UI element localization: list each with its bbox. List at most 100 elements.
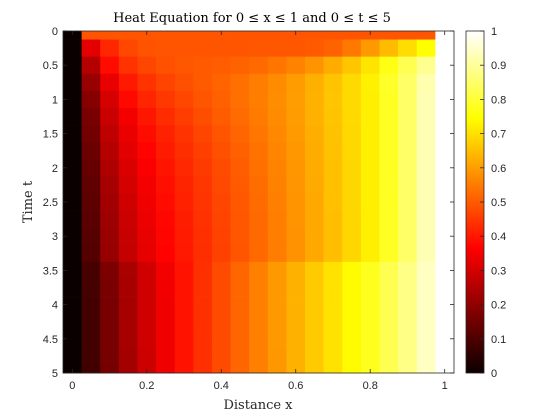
heatmap-cell: [323, 73, 343, 92]
heatmap-cell: [267, 39, 287, 57]
heatmap-cell: [249, 39, 269, 57]
heatmap-cell: [81, 142, 101, 160]
heatmap-cell: [398, 227, 418, 246]
heatmap-cell: [118, 244, 138, 263]
heatmap-cell: [118, 125, 138, 143]
heatmap-cell: [100, 73, 120, 92]
heatmap-cell: [118, 56, 138, 75]
heatmap-cell: [305, 313, 325, 331]
heatmap-cell: [156, 176, 176, 194]
heatmap-cell: [416, 244, 436, 263]
heatmap-cell: [174, 159, 194, 177]
heatmap-cell: [360, 261, 380, 280]
heatmap-cell: [81, 278, 101, 297]
x-tick-label: 0.8: [363, 380, 378, 392]
heatmap-cell: [193, 313, 213, 331]
heatmap-cell: [305, 142, 325, 160]
heatmap-cell: [230, 39, 250, 57]
heatmap-cell: [63, 193, 82, 211]
heatmap-cell: [211, 176, 231, 194]
heatmap-cell: [100, 107, 120, 126]
heatmap-cell: [81, 73, 101, 92]
heatmap-cell: [81, 125, 101, 143]
heatmap-cell: [118, 39, 138, 57]
heatmap-cell: [81, 56, 101, 75]
heatmap-cell: [156, 142, 176, 160]
heatmap-cell: [435, 142, 455, 160]
heatmap-cell: [230, 56, 250, 75]
heatmap-cell: [63, 73, 82, 92]
heatmap-cell: [267, 31, 287, 40]
heatmap-cell: [379, 330, 399, 348]
heatmap-cell: [267, 159, 287, 177]
heatmap-cell: [342, 31, 362, 40]
heatmap-cell: [249, 159, 269, 177]
heatmap-cell: [286, 159, 306, 177]
heatmap-cell: [137, 261, 157, 280]
heatmap-cell: [249, 73, 269, 92]
y-tick-label: 4: [52, 300, 58, 312]
heatmap-cell: [360, 296, 380, 314]
heatmap-cell: [379, 227, 399, 246]
heatmap-cell: [249, 244, 269, 263]
heatmap-cell: [211, 296, 231, 314]
heatmap-cell: [81, 364, 101, 374]
heatmap-cell: [63, 347, 82, 365]
heatmap-cell: [211, 142, 231, 160]
heatmap-cell: [211, 330, 231, 348]
heatmap-cell: [323, 210, 343, 228]
heatmap-cell: [342, 90, 362, 109]
heatmap-cell: [118, 261, 138, 280]
colorbar-tick-label: 1: [491, 26, 497, 38]
heatmap-cell: [398, 261, 418, 280]
heatmap-cell: [193, 193, 213, 211]
heatmap-cell: [286, 278, 306, 297]
heatmap-cell: [118, 73, 138, 92]
heatmap-cell: [137, 31, 157, 40]
heatmap-cell: [286, 227, 306, 246]
heatmap-cell: [435, 176, 455, 194]
heatmap-cell: [416, 107, 436, 126]
colorbar-tick-label: 0.1: [491, 334, 506, 346]
y-tick-label: 5: [52, 368, 58, 380]
heatmap-cell: [435, 296, 455, 314]
heatmap-cell: [360, 125, 380, 143]
heatmap-cell: [81, 261, 101, 280]
heatmap-cell: [118, 107, 138, 126]
heatmap-cell: [398, 330, 418, 348]
heatmap-cell: [249, 261, 269, 280]
heatmap-cell: [416, 261, 436, 280]
heatmap-cell: [398, 142, 418, 160]
heatmap-cell: [323, 364, 343, 374]
heatmap-cell: [81, 176, 101, 194]
heatmap-cell: [360, 278, 380, 297]
heatmap-cell: [305, 125, 325, 143]
heatmap-cell: [360, 364, 380, 374]
heatmap-cell: [267, 364, 287, 374]
heatmap-cell: [323, 142, 343, 160]
heatmap-cell: [342, 347, 362, 365]
heatmap-cell: [398, 296, 418, 314]
heatmap-cell: [63, 244, 82, 263]
heatmap-cell: [360, 159, 380, 177]
y-tick-label: 0: [52, 26, 58, 38]
heatmap-cell: [379, 142, 399, 160]
heatmap-cell: [416, 73, 436, 92]
heatmap-cell: [360, 313, 380, 331]
heatmap-cell: [360, 193, 380, 211]
heatmap-cell: [137, 159, 157, 177]
heatmap-cell: [193, 31, 213, 40]
heatmap-cell: [398, 125, 418, 143]
heatmap-cell: [174, 107, 194, 126]
heatmap-cell: [193, 296, 213, 314]
heatmap-cell: [286, 244, 306, 263]
heatmap-cell: [398, 210, 418, 228]
heatmap-cell: [249, 296, 269, 314]
heatmap-cell: [286, 125, 306, 143]
heatmap-cell: [379, 364, 399, 374]
heatmap-cell: [137, 90, 157, 109]
heatmap-cell: [193, 278, 213, 297]
heatmap-cell: [416, 56, 436, 75]
heatmap-cell: [193, 125, 213, 143]
heatmap-cell: [63, 56, 82, 75]
